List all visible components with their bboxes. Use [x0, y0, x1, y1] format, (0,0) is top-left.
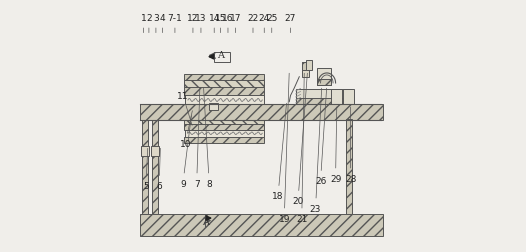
Text: 10: 10: [180, 111, 193, 148]
Text: 20: 20: [292, 74, 307, 205]
Bar: [317, 69, 330, 86]
Bar: [343, 90, 355, 105]
Text: 14: 14: [208, 14, 220, 34]
Bar: [302, 62, 309, 71]
Text: 29: 29: [330, 108, 341, 183]
Bar: [184, 120, 264, 125]
Bar: [330, 90, 342, 105]
Text: 28: 28: [345, 108, 356, 183]
Text: 7-1: 7-1: [168, 14, 183, 34]
Bar: [185, 96, 264, 105]
Text: A: A: [201, 217, 209, 226]
Text: 2: 2: [146, 14, 151, 34]
Text: 21: 21: [296, 74, 308, 223]
Text: 12: 12: [187, 14, 199, 34]
Bar: [184, 79, 264, 86]
Bar: [140, 214, 383, 236]
Bar: [184, 137, 264, 143]
Text: 7: 7: [194, 89, 200, 188]
Text: 24: 24: [259, 14, 270, 34]
Bar: [184, 75, 264, 81]
Text: A: A: [217, 50, 224, 59]
Bar: [141, 146, 149, 156]
Bar: [317, 80, 330, 86]
Text: 9: 9: [180, 116, 191, 188]
Bar: [296, 90, 350, 105]
Text: 8: 8: [204, 89, 212, 188]
Bar: [214, 52, 230, 62]
Text: 19: 19: [279, 74, 290, 223]
Text: 4: 4: [159, 14, 165, 34]
Bar: [184, 125, 264, 130]
Text: 18: 18: [272, 104, 287, 200]
Bar: [346, 120, 352, 214]
Text: 15: 15: [215, 14, 226, 34]
Text: 3: 3: [153, 14, 159, 34]
Text: 1: 1: [140, 14, 146, 34]
Text: 23: 23: [310, 89, 322, 213]
Bar: [184, 81, 264, 87]
Bar: [141, 120, 148, 214]
Text: 11: 11: [177, 92, 192, 126]
Bar: [185, 130, 264, 137]
Text: 22: 22: [247, 14, 259, 34]
Text: 26: 26: [315, 89, 327, 185]
Bar: [151, 146, 159, 156]
Text: 16: 16: [222, 14, 234, 34]
Text: 6: 6: [156, 149, 162, 190]
Bar: [209, 104, 218, 111]
Bar: [140, 105, 383, 121]
Bar: [184, 86, 264, 96]
Text: 13: 13: [195, 14, 207, 34]
Bar: [302, 62, 309, 77]
Bar: [151, 120, 158, 214]
Bar: [296, 99, 350, 105]
Text: 25: 25: [266, 14, 277, 34]
Text: 17: 17: [230, 14, 241, 34]
Bar: [306, 61, 312, 71]
Text: 27: 27: [285, 14, 296, 34]
Text: 5: 5: [143, 149, 149, 190]
